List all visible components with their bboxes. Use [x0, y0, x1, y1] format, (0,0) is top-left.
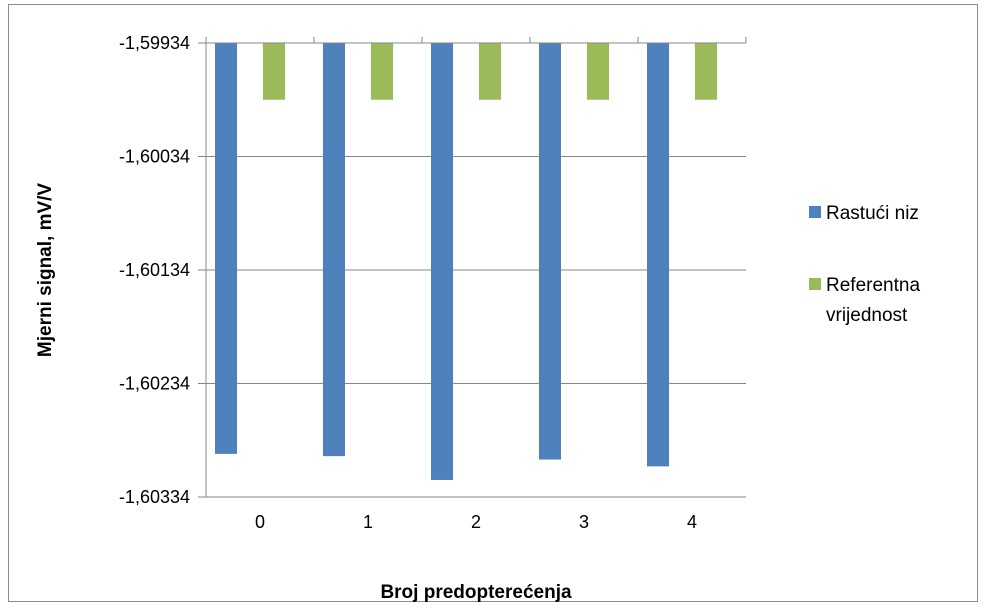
x-tick-labels: 0 1 2 3 4: [255, 512, 697, 532]
chart-frame: [8, 4, 978, 602]
bar-referentna-vrijednost-3: [587, 43, 609, 100]
y-tick-label-3: -1,60234: [119, 374, 190, 394]
bar-referentna-vrijednost-0: [263, 43, 285, 100]
bar-rastuci-niz-0: [215, 43, 237, 454]
legend-swatch-1: [809, 278, 821, 290]
bar-rastuci-niz-4: [647, 43, 669, 467]
bar-referentna-vrijednost-1: [371, 43, 393, 100]
bar-rastuci-niz-1: [323, 43, 345, 457]
bars: [215, 43, 717, 480]
y-tick-label-0: -1,59934: [119, 33, 190, 53]
y-tick-label-1: -1,60034: [119, 147, 190, 167]
bar-rastuci-niz-2: [431, 43, 453, 480]
bar-referentna-vrijednost-4: [695, 43, 717, 100]
x-tick-label-1: 1: [363, 512, 373, 532]
y-tick-labels: -1,59934 -1,60034 -1,60134 -1,60234 -1,60334: [119, 33, 190, 507]
x-tick-label-3: 3: [579, 512, 589, 532]
legend: Rastući niz Referentna vrijednost: [809, 203, 920, 326]
legend-label-1-0: Referentna: [826, 275, 920, 296]
y-tick-label-2: -1,60134: [119, 260, 190, 280]
y-tick-label-4: -1,60334: [119, 487, 190, 507]
axes: [205, 37, 747, 497]
y-axis-title: Mjerni signal, mV/V: [35, 183, 56, 358]
legend-label-0-0: Rastući niz: [826, 203, 919, 224]
x-tick-label-0: 0: [255, 512, 265, 532]
legend-swatch-0: [809, 206, 821, 218]
x-tick-label-2: 2: [471, 512, 481, 532]
x-axis-title: Broj predopterećenja: [380, 582, 572, 603]
bar-rastuci-niz-3: [539, 43, 561, 460]
x-tick-label-4: 4: [687, 512, 697, 532]
legend-label-1-1: vrijednost: [826, 305, 908, 326]
bar-referentna-vrijednost-2: [479, 43, 501, 100]
